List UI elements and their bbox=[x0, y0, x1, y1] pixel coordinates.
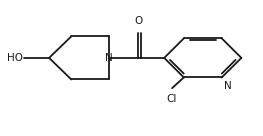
Text: Cl: Cl bbox=[167, 94, 177, 104]
Text: HO: HO bbox=[7, 53, 23, 63]
Text: N: N bbox=[224, 81, 232, 91]
Text: N: N bbox=[105, 53, 113, 63]
Text: O: O bbox=[134, 16, 142, 26]
